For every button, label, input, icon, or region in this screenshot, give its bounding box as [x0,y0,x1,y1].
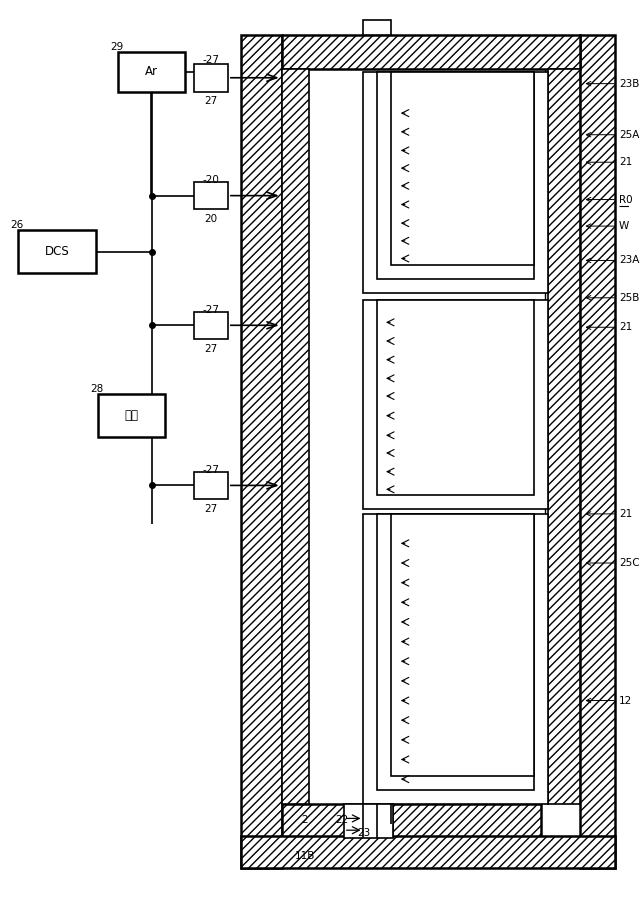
Bar [377,300,534,495]
Bar [309,69,548,804]
Bar [98,394,165,437]
Text: 20: 20 [205,214,218,224]
Text: 27: 27 [205,96,218,106]
Bar [282,69,309,804]
Bar [391,514,534,776]
Text: R0: R0 [619,195,632,205]
Bar [241,836,615,868]
Text: 27: 27 [205,344,218,354]
Text: -20: -20 [203,175,220,185]
Text: 25A: 25A [619,129,639,139]
Text: 23A: 23A [619,255,639,265]
Text: W: W [619,221,629,231]
Text: 27: 27 [205,504,218,514]
Bar [364,514,548,804]
Text: 26: 26 [10,220,23,230]
Bar [282,804,541,838]
Text: 排気: 排気 [125,409,139,422]
Text: 21: 21 [619,509,632,519]
Bar [309,34,548,69]
Text: 12: 12 [619,696,632,706]
Text: Ar: Ar [145,65,158,79]
Text: 25C: 25C [619,558,639,568]
Text: 11B: 11B [294,851,315,861]
Bar [364,300,548,509]
Text: 21: 21 [619,157,632,167]
Bar [548,69,580,804]
Text: -27: -27 [203,464,220,475]
Text: 2: 2 [301,815,308,825]
Bar [364,20,391,34]
Bar [344,804,393,838]
Text: DCS: DCS [45,245,69,258]
Text: 21: 21 [619,322,632,332]
Bar [580,34,615,868]
Bar [391,71,534,265]
Bar [195,311,228,339]
Bar [118,52,185,91]
Bar [195,472,228,500]
Bar [377,514,534,790]
Bar [195,182,228,209]
Text: -27: -27 [203,305,220,315]
Text: 25B: 25B [619,293,639,303]
Text: 23B: 23B [619,79,639,89]
Bar [18,230,96,273]
Text: 23: 23 [357,828,370,838]
Text: 28: 28 [90,384,104,395]
Bar [241,34,282,868]
Text: -27: -27 [203,55,220,65]
Text: 29: 29 [110,43,124,52]
Bar [195,64,228,91]
Bar [282,34,580,69]
Bar [364,71,548,293]
Bar [377,71,534,279]
Text: 22: 22 [335,815,348,825]
